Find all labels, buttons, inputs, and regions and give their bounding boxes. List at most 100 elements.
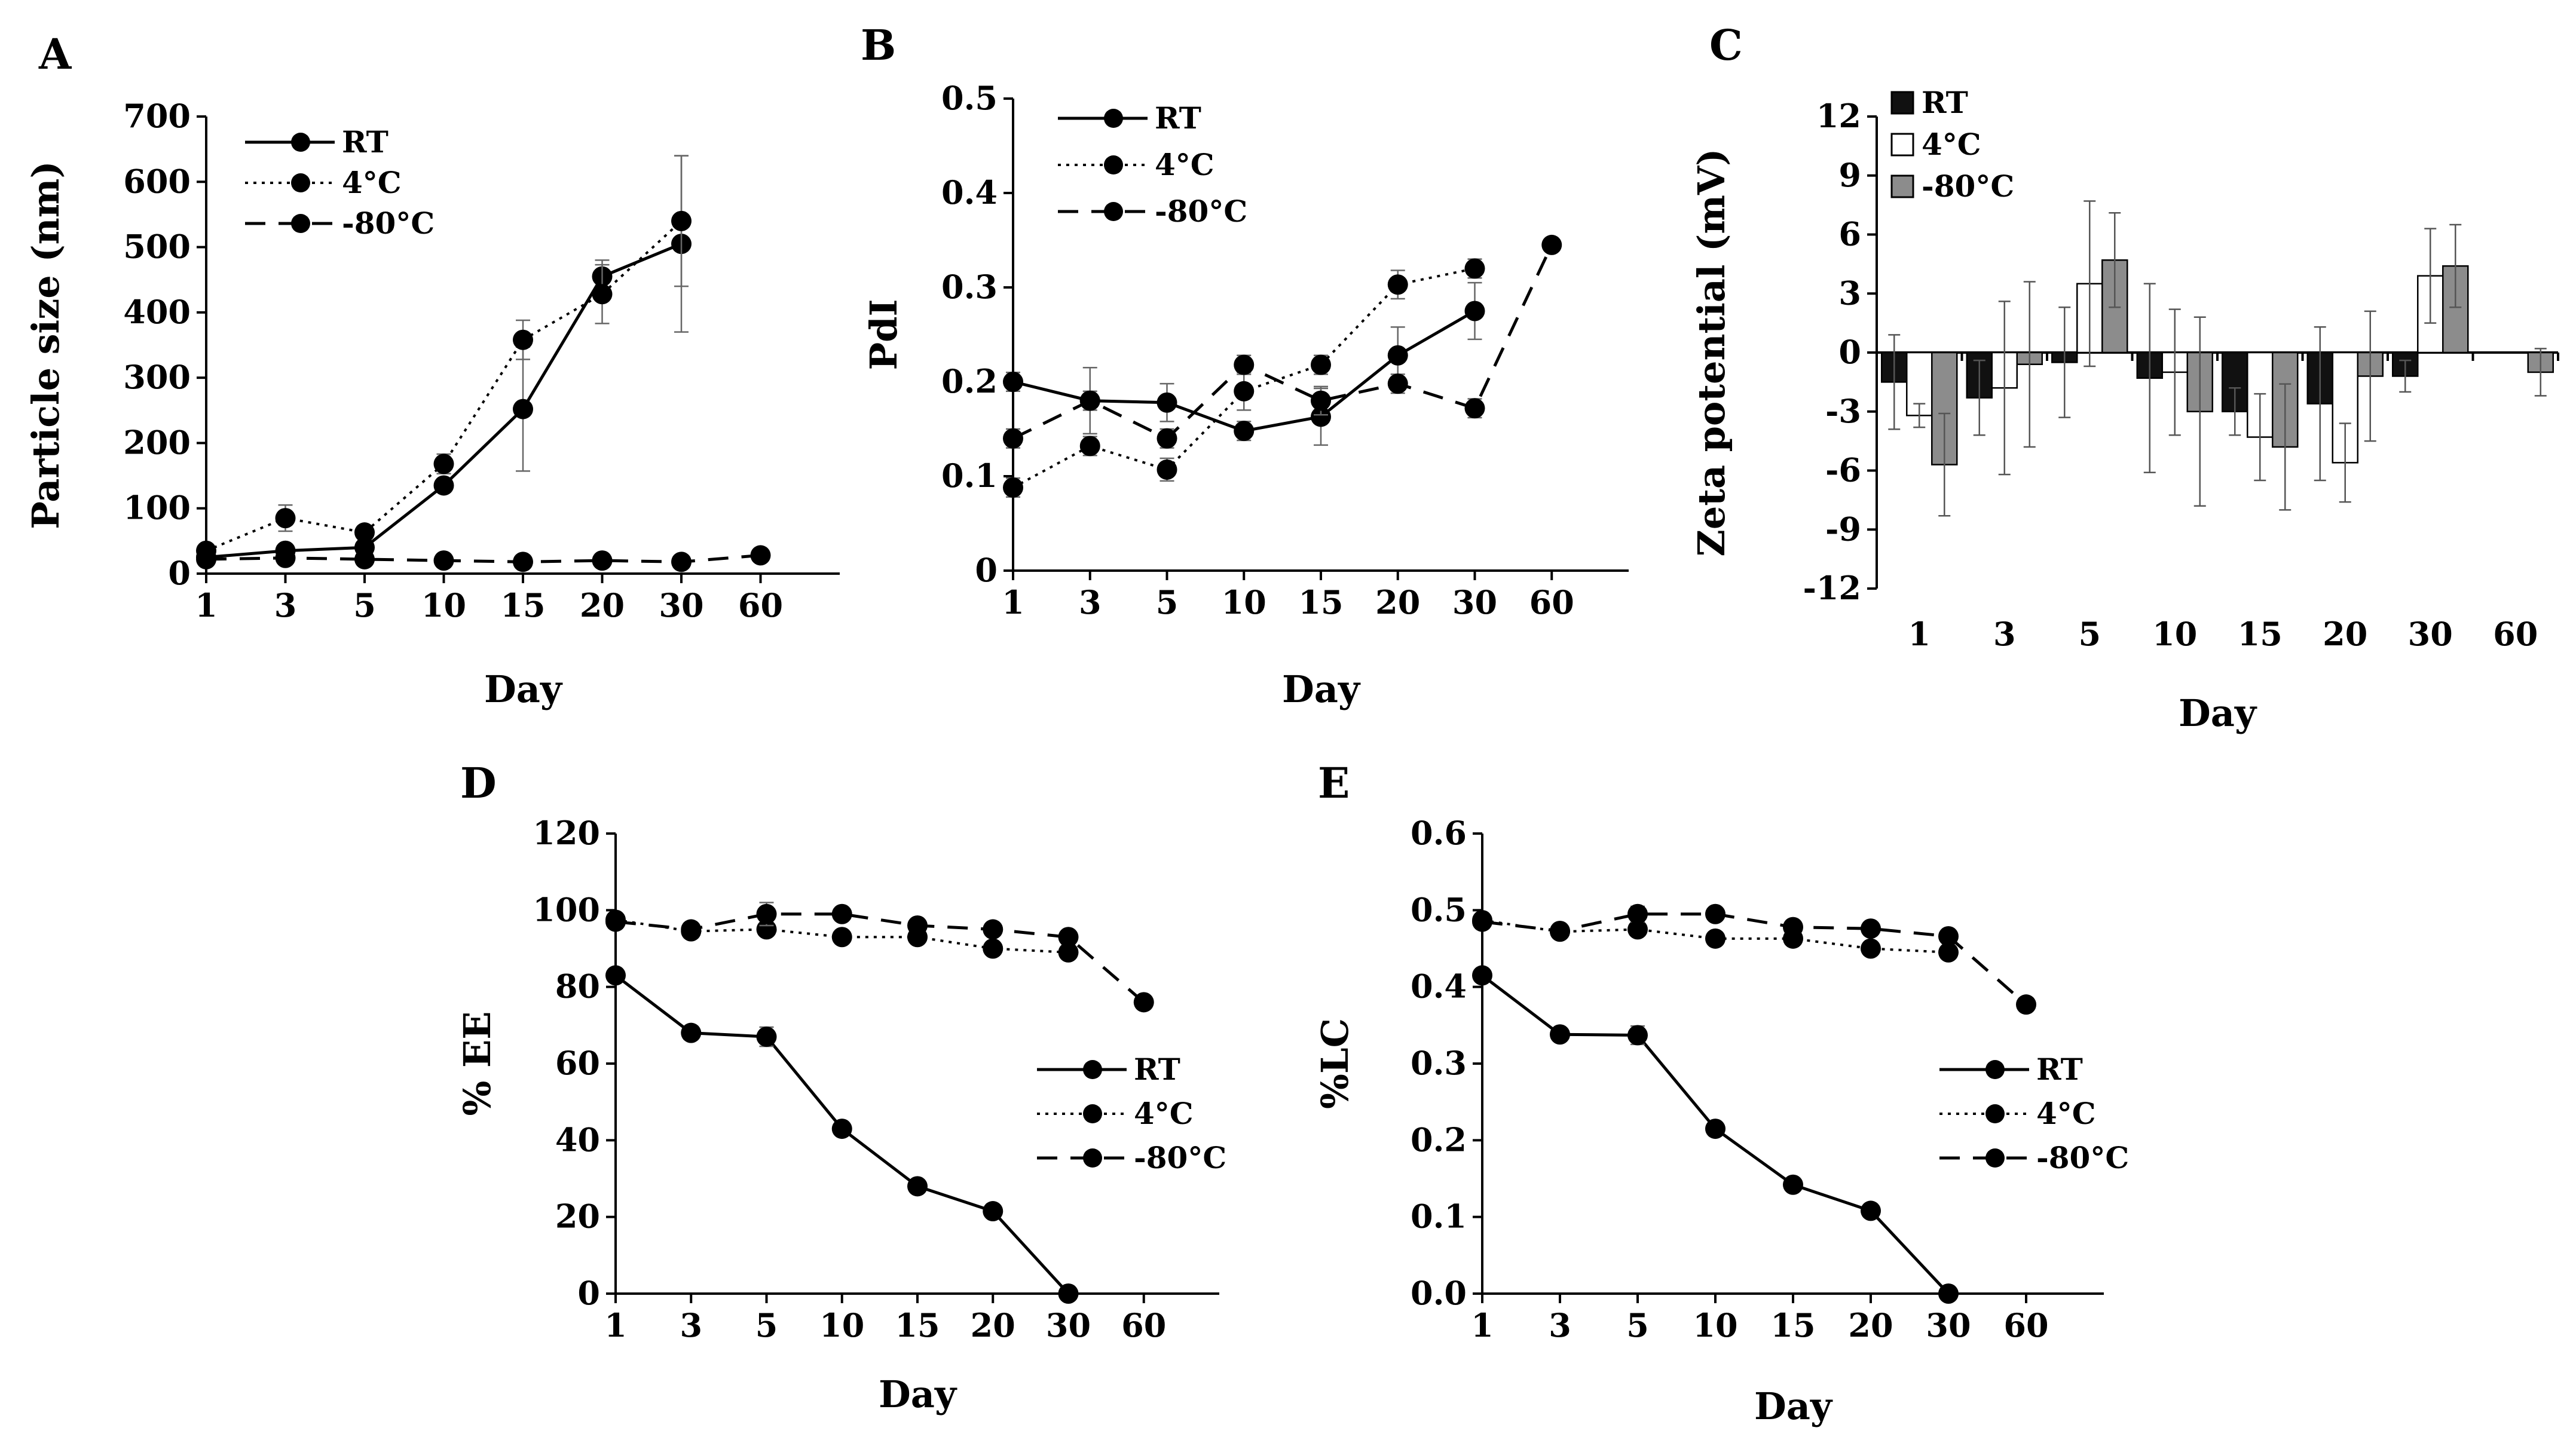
y-axis-title: Zeta potential (mV) xyxy=(1690,149,1733,557)
legend-entry: -80°C xyxy=(342,206,435,241)
data-point-RT xyxy=(1464,301,1485,321)
legend-marker xyxy=(1104,202,1123,221)
x-tick-label: 15 xyxy=(1298,583,1343,621)
data-point-RT xyxy=(907,1176,928,1197)
panel-d: D 0 20 40 60 80 100 120 1 3 5 10 15 20 30 60 Day % EE RT 4°… xyxy=(455,758,1226,1416)
data-point--80°C xyxy=(433,550,454,571)
legend-marker xyxy=(1985,1060,2005,1079)
data-point--80°C xyxy=(1550,920,1570,941)
legend-entry: 4°C xyxy=(1922,127,1981,162)
x-axis-title: Day xyxy=(484,667,563,711)
x-tick-label: 15 xyxy=(895,1306,940,1344)
data-point--80°C xyxy=(831,903,852,924)
legend-marker xyxy=(1083,1104,1102,1123)
legend-marker xyxy=(1083,1060,1102,1079)
x-tick-label: 20 xyxy=(971,1306,1015,1344)
x-tick-label: 10 xyxy=(819,1306,864,1344)
data-point-RT xyxy=(433,475,454,496)
data-point--80°C xyxy=(681,919,702,940)
x-tick-label: 3 xyxy=(680,1306,702,1344)
y-tick-label: -9 xyxy=(1825,510,1861,548)
data-point-RT xyxy=(1783,1174,1803,1195)
x-axis-title: Day xyxy=(1754,1384,1833,1428)
y-axis-title: %LC xyxy=(1313,1018,1357,1109)
x-tick-label: 30 xyxy=(1046,1306,1091,1344)
data-point-4°C xyxy=(354,522,375,543)
x-tick-label: 5 xyxy=(353,586,376,624)
x-tick-label: 20 xyxy=(1375,583,1420,621)
x-tick-label: 3 xyxy=(1549,1306,1571,1344)
legend-marker xyxy=(1985,1104,2005,1123)
data-point--80°C xyxy=(1058,927,1079,948)
y-tick-label: 100 xyxy=(123,489,191,527)
data-point-RT xyxy=(1861,1200,1881,1221)
data-point-4°C xyxy=(1938,942,1959,963)
legend-entry: 4°C xyxy=(2036,1096,2096,1131)
data-point-4°C xyxy=(1058,942,1079,963)
y-tick-label: 0.5 xyxy=(941,79,998,117)
data-point-RT xyxy=(681,1022,702,1043)
y-tick-label: 0.4 xyxy=(1411,967,1467,1006)
x-tick-label: 5 xyxy=(755,1306,778,1344)
data-point-RT xyxy=(1938,1283,1959,1304)
series-line--80°C xyxy=(1482,912,2027,1006)
x-tick-label: 60 xyxy=(2003,1306,2048,1344)
legend-marker xyxy=(1104,155,1123,174)
series-line--80°C xyxy=(1012,244,1553,440)
y-tick-label: 0 xyxy=(1838,333,1861,371)
y-tick-label: -3 xyxy=(1825,392,1861,430)
y-tick-label: 500 xyxy=(123,228,191,266)
x-tick-label: 10 xyxy=(1222,583,1266,621)
legend-swatch xyxy=(1890,174,1914,198)
data-point--80°C xyxy=(2016,994,2036,1015)
legend-entry: RT xyxy=(1155,100,1201,136)
legend-entry: -80°C xyxy=(1155,194,1247,229)
x-tick-label: 20 xyxy=(2323,615,2367,653)
y-tick-label: 60 xyxy=(555,1044,600,1082)
data-point-4°C xyxy=(1003,477,1023,498)
y-tick-label: 3 xyxy=(1838,274,1861,312)
panel-c: C -12 -9 -6 -3 0 3 6 9 12 1 3 5 10 15 20 30 60 Day Zeta pot… xyxy=(1690,20,2559,735)
panel-letter: D xyxy=(460,758,497,808)
legend-marker xyxy=(1985,1148,2005,1168)
y-tick-label: 100 xyxy=(533,890,600,929)
panel-letter: A xyxy=(38,29,72,79)
data-point--80°C xyxy=(1541,234,1562,255)
x-tick-label: 20 xyxy=(1848,1306,1893,1344)
y-tick-label: 0.1 xyxy=(1411,1197,1467,1236)
x-tick-label: 5 xyxy=(2078,615,2101,653)
data-point--80°C xyxy=(1133,992,1154,1013)
legend-entry: 4°C xyxy=(1155,147,1214,182)
data-point-4°C xyxy=(1311,354,1331,375)
panel-letter: E xyxy=(1318,758,1350,808)
series-line--80°C xyxy=(206,553,761,563)
data-point-RT xyxy=(831,1119,852,1139)
data-point-RT xyxy=(1550,1024,1570,1045)
y-tick-label: 200 xyxy=(123,423,191,461)
x-tick-label: 60 xyxy=(1529,583,1574,621)
y-tick-label: 0.4 xyxy=(941,173,998,212)
x-tick-label: 5 xyxy=(1156,583,1179,621)
data-point-4°C xyxy=(1234,381,1255,402)
legend-entry: RT xyxy=(2036,1052,2083,1087)
data-point-4°C xyxy=(1627,919,1648,940)
x-tick-label: 20 xyxy=(580,586,625,624)
x-tick-label: 30 xyxy=(1452,583,1497,621)
legend-entry: -80°C xyxy=(2036,1140,2129,1175)
y-tick-label: 0.5 xyxy=(1411,890,1467,929)
legend-swatch xyxy=(1890,133,1914,157)
legend-marker xyxy=(291,214,310,233)
x-tick-label: 60 xyxy=(738,586,783,624)
x-axis-title: Day xyxy=(2179,691,2257,735)
data-point--80°C xyxy=(1234,354,1255,375)
data-point-RT xyxy=(1387,345,1408,366)
legend-swatch xyxy=(1890,91,1914,115)
x-tick-label: 10 xyxy=(421,586,466,624)
data-point--80°C xyxy=(196,549,216,569)
y-tick-label: 400 xyxy=(123,293,191,331)
x-tick-label: 1 xyxy=(604,1306,627,1344)
data-point--80°C xyxy=(513,552,533,572)
x-tick-label: 15 xyxy=(1770,1306,1815,1344)
data-point-RT xyxy=(1058,1283,1079,1304)
y-tick-label: 0 xyxy=(975,551,998,589)
